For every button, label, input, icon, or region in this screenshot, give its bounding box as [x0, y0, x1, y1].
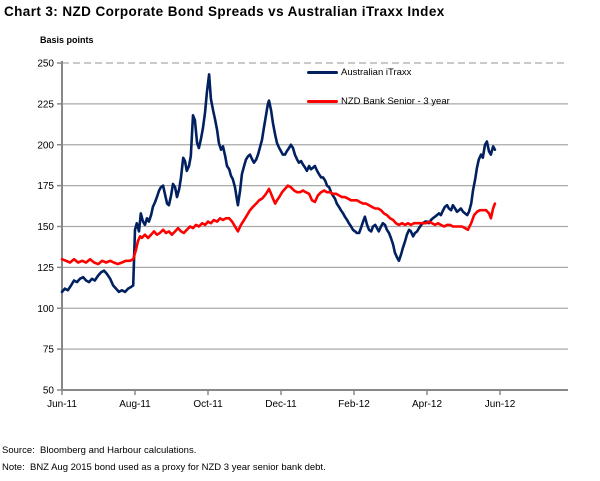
- legend-item-australian-itraxx: Australian iTraxx: [307, 66, 411, 78]
- navy-line-swatch: [307, 70, 338, 74]
- x-tick-label: Apr-12: [412, 399, 442, 410]
- red-line-swatch: [307, 99, 338, 103]
- source-note: Source: Bloomberg and Harbour calculatio…: [2, 445, 197, 456]
- y-tick-label: 100: [37, 304, 54, 315]
- x-tick-label: Dec-11: [265, 399, 297, 410]
- legend-item-nzd-bank-senior: NZD Bank Senior - 3 year: [307, 95, 450, 107]
- y-axis-unit-label: Basis points: [40, 35, 94, 45]
- legend-label-nzd-bank-senior: NZD Bank Senior - 3 year: [341, 95, 450, 107]
- proxy-note: Note: BNZ Aug 2015 bond used as a proxy …: [2, 462, 326, 473]
- series-line-australian-itraxx: [60, 73, 497, 294]
- x-tick-label: Aug-11: [119, 399, 151, 410]
- legend-label-australian-itraxx: Australian iTraxx: [341, 66, 412, 78]
- chart-plot-area: 250 225 200 175 150 125 100 75 50 Jun-11 Aug-11 Oct…: [37, 59, 568, 410]
- y-tick-label: 225: [37, 99, 54, 110]
- y-tick-label: 150: [37, 222, 54, 233]
- chart-title: Chart 3: NZD Corporate Bond Spreads vs A…: [4, 4, 445, 19]
- y-tick-label: 75: [43, 345, 55, 356]
- y-tick-label: 200: [37, 140, 54, 151]
- x-tick-label: Jun-11: [47, 399, 77, 410]
- x-tick-label: Jun-12: [485, 399, 516, 410]
- y-tick-label: 50: [43, 386, 55, 397]
- y-tick-label: 250: [37, 59, 54, 70]
- series-line-nzd-bank-senior-3-year: [60, 184, 497, 266]
- x-tick-label: Feb-12: [338, 399, 370, 410]
- y-tick-label: 125: [37, 263, 54, 274]
- x-tick-label: Oct-11: [193, 399, 223, 410]
- y-tick-label: 175: [37, 181, 54, 192]
